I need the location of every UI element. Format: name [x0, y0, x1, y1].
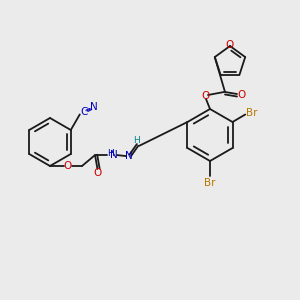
- Text: H: H: [133, 136, 140, 145]
- Text: Br: Br: [247, 107, 258, 118]
- Text: O: O: [93, 168, 102, 178]
- Text: Br: Br: [204, 178, 216, 188]
- Text: N: N: [125, 151, 133, 161]
- Text: C: C: [80, 107, 88, 117]
- Text: O: O: [64, 161, 72, 171]
- Text: O: O: [237, 90, 245, 100]
- Text: O: O: [225, 40, 233, 50]
- Text: O: O: [201, 91, 209, 101]
- Text: N: N: [90, 102, 98, 112]
- Text: H: H: [106, 148, 113, 158]
- Text: N: N: [110, 150, 118, 160]
